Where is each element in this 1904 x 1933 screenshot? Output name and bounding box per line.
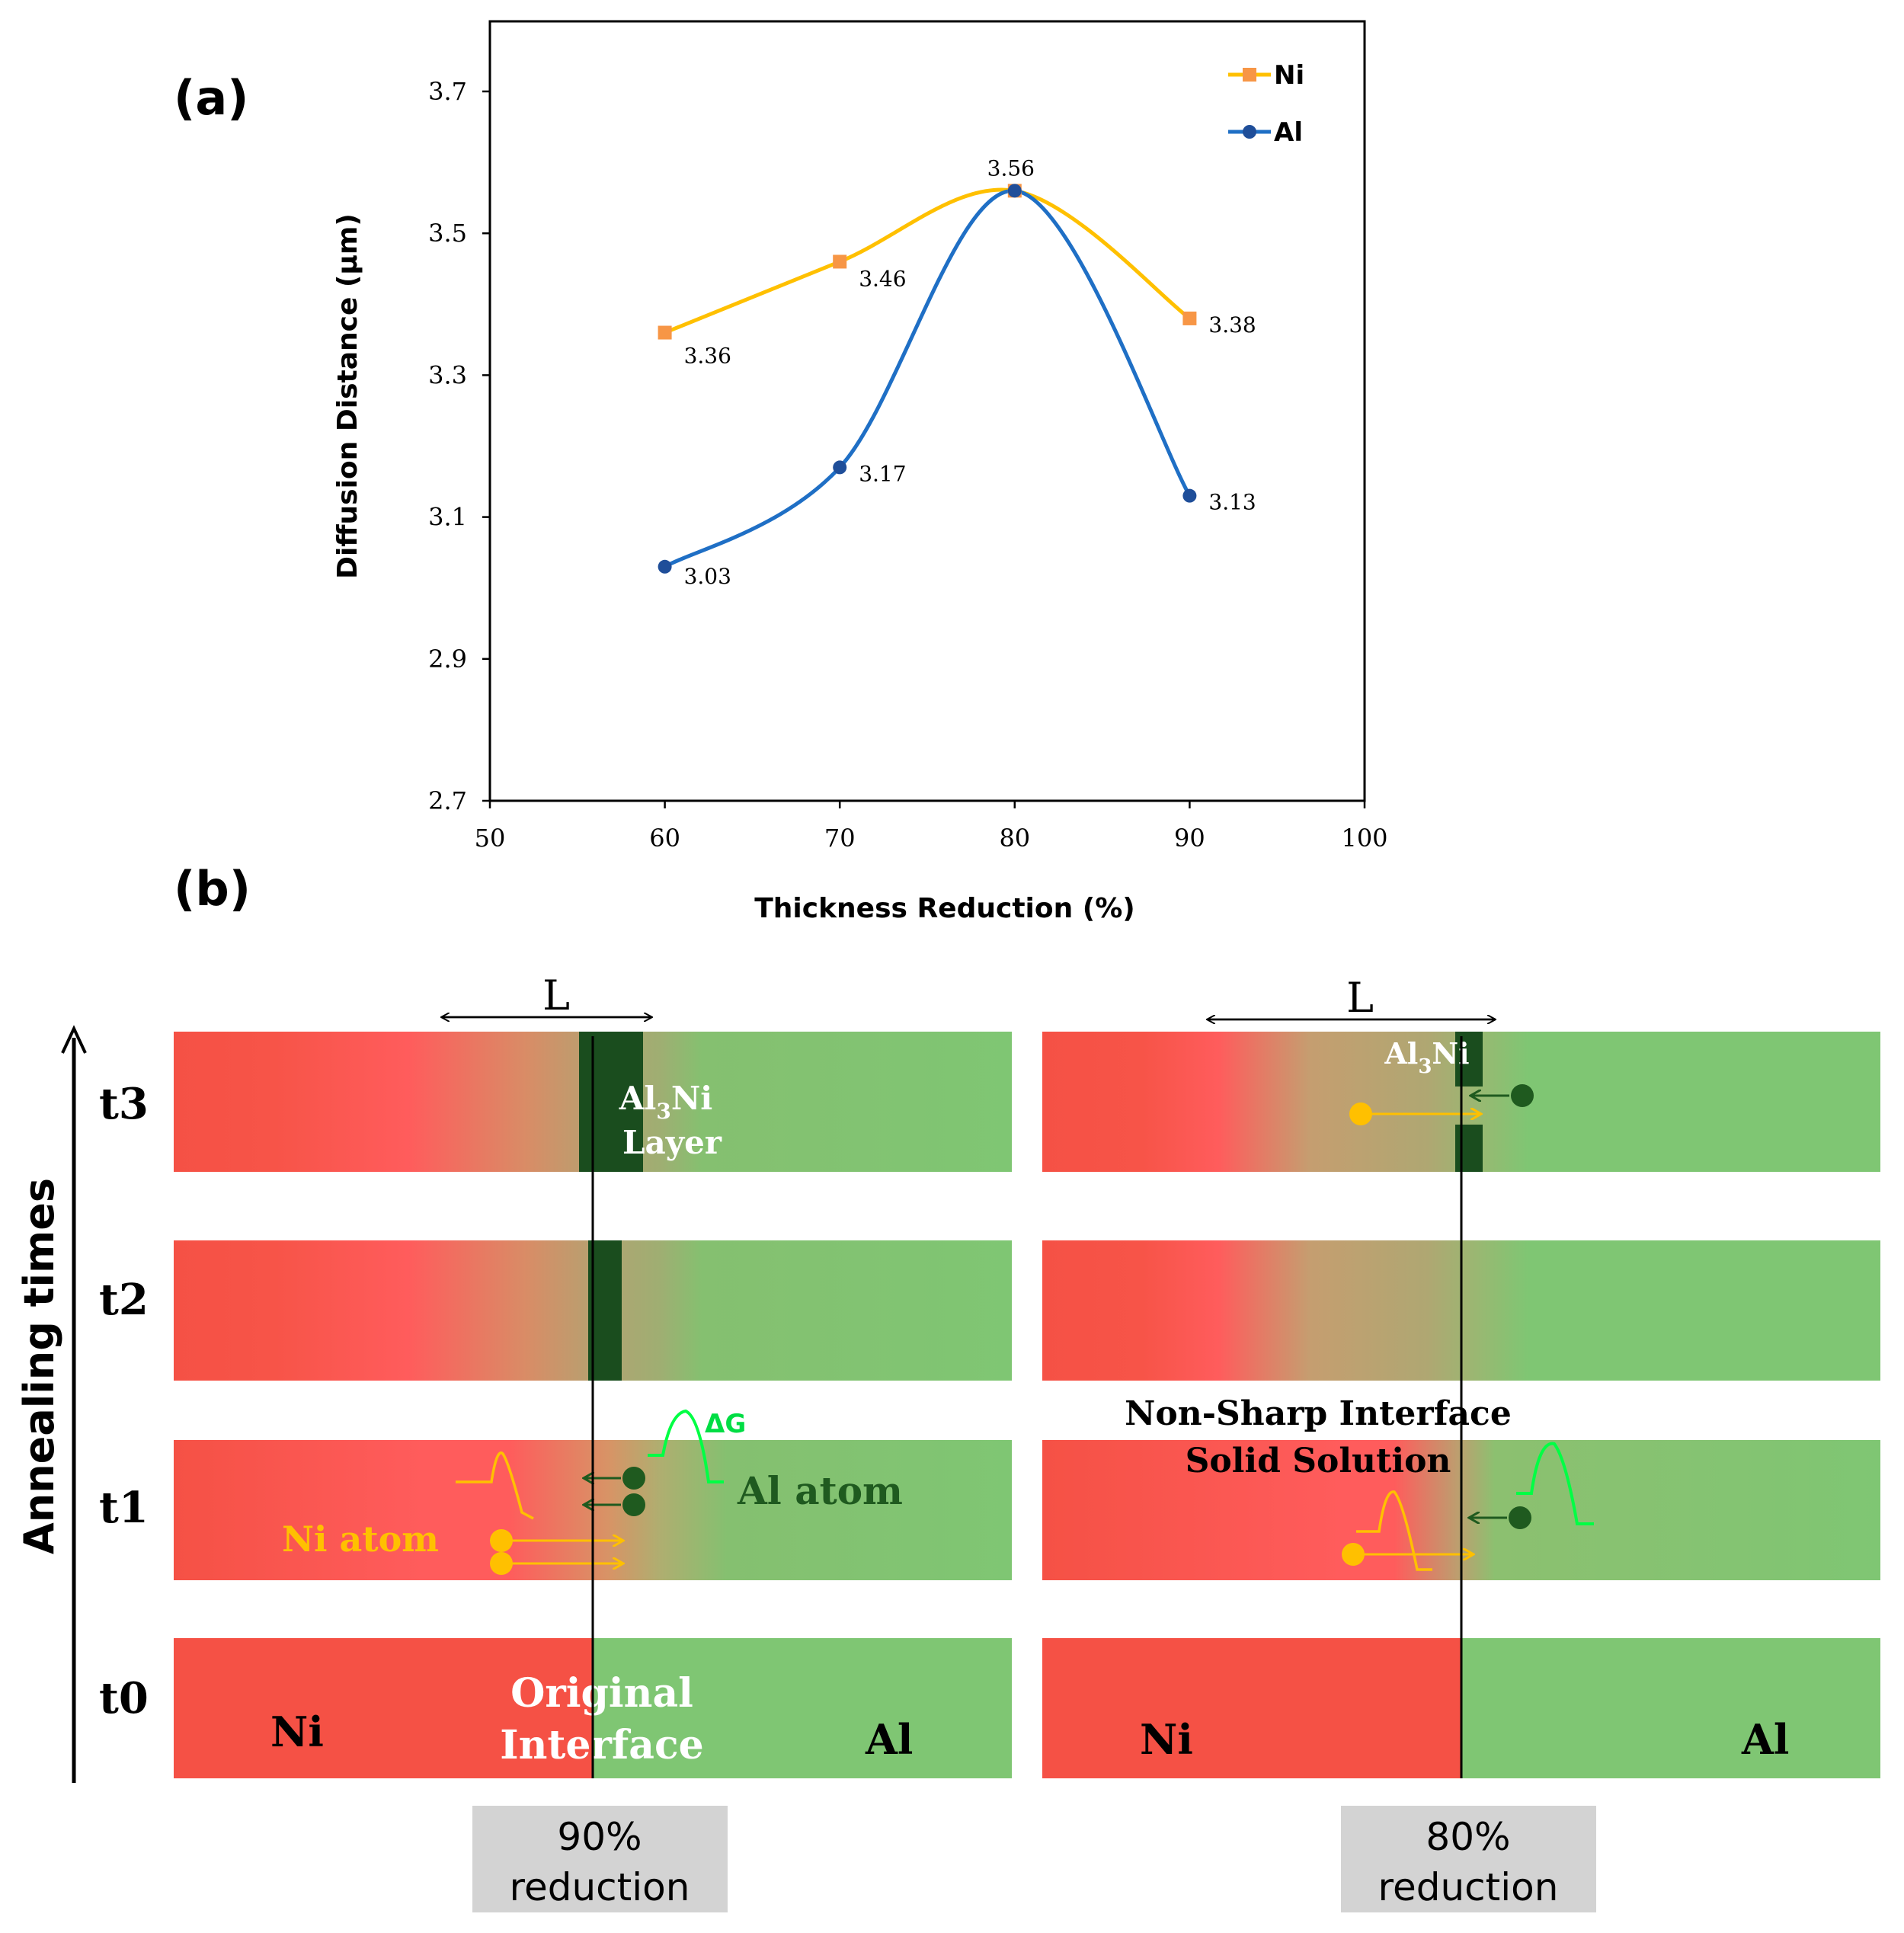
right-t0-al-region [1461,1638,1880,1778]
delta-g-label: ΔG [705,1409,746,1439]
panel-b-label: (b) [174,861,251,917]
marker-al [833,460,847,475]
y-tick-label: 3.1 [428,503,467,532]
left-ni-atom-2 [490,1552,513,1575]
left-ni-label: Ni [270,1707,324,1756]
series-line-al [664,188,1192,568]
right-t3-ni-atom [1349,1103,1372,1125]
right-t3-al-atom [1511,1084,1534,1107]
x-tick-label: 90 [1174,824,1205,853]
right-t0-ni-region [1042,1638,1461,1778]
marker-al [1182,488,1197,503]
series-markers [658,184,1197,574]
right-t1-ni-atom [1342,1543,1365,1566]
series-line-ni [664,187,1191,334]
annealing-time-arrowhead [61,1025,87,1054]
y-tick-label: 3.3 [428,360,467,389]
x-tick-label: 60 [649,824,680,853]
data-label: 3.46 [859,266,906,291]
marker-ni [1182,311,1197,325]
left-L-label: L [542,971,570,1019]
solid-solution-label: Solid Solution [1186,1442,1451,1480]
panel-a-label: (a) [174,70,249,126]
left-t0-al-region [593,1638,1012,1778]
marker-al [658,559,672,574]
al-atom-label: Al atom [737,1468,903,1513]
marker-ni [658,325,672,340]
y-tick-label: 2.7 [428,786,467,815]
left-al-atom-1 [622,1467,645,1490]
right-al-energy-curve [1516,1442,1594,1525]
right-caption-line1: 80% [1426,1815,1510,1859]
x-axis-ticks: 50 60 70 80 90 100 [475,801,1388,853]
data-labels: 3.36 3.46 3.56 3.38 3.03 3.17 3.13 [684,155,1256,588]
data-label: 3.03 [684,564,731,589]
x-tick-label: 80 [999,824,1030,853]
time-label-t0: t0 [99,1673,149,1723]
legend-label-al: Al [1274,117,1303,148]
left-ni-energy-curve [456,1451,534,1520]
time-label-t1: t1 [99,1483,149,1533]
left-al-atom-2 [622,1493,645,1516]
x-tick-label: 100 [1341,824,1387,853]
legend-marker-ni [1243,68,1256,82]
y-axis-label: Diffusion Distance (µm) [332,213,363,579]
series-lines [664,187,1192,568]
y-tick-label: 2.9 [428,645,467,674]
annealing-time-label: Annealing times [15,1178,63,1554]
x-tick-label: 70 [824,824,856,853]
x-axis-label: Thickness Reduction (%) [754,893,1135,924]
y-axis-ticks: 2.7 2.9 3.1 3.3 3.5 3.7 [428,77,490,815]
right-t1-al-atom [1509,1506,1531,1529]
right-ni-label: Ni [1140,1715,1193,1764]
original-interface-line2: Interface [500,1722,703,1768]
line-chart: 2.7 2.9 3.1 3.3 3.5 3.7 50 60 70 80 90 100 3.36 3.4… [332,20,1388,924]
right-ni-energy-curve [1356,1490,1432,1571]
left-ni-atom-1 [490,1529,513,1552]
left-al-energy-curve [648,1409,724,1483]
marker-al [1007,184,1022,198]
marker-ni [833,254,847,269]
left-al-label: Al [865,1715,913,1764]
data-label: 3.36 [684,344,731,369]
left-caption-line2: reduction [510,1865,690,1909]
original-interface-line1: Original [510,1670,693,1717]
ni-atom-label: Ni atom [282,1519,439,1560]
left-column-90: L Al3Ni Layer ΔG Al atom Ni atom Ni Al O… [174,971,1012,1912]
left-t3-al3ni-layer [579,1032,643,1172]
right-L-label: L [1346,974,1374,1022]
y-tick-label: 3.5 [428,219,467,248]
right-al-label: Al [1741,1715,1789,1764]
legend-marker-al [1243,125,1256,139]
plot-area-frame [488,20,1366,802]
data-label: 3.56 [987,155,1035,181]
right-caption-box [1341,1806,1596,1912]
left-al3ni-layer-label: Al3Ni [619,1080,712,1124]
time-label-t2: t2 [99,1275,149,1325]
x-tick-label: 50 [475,824,506,853]
left-al3ni-layer-label-line2: Layer [622,1124,722,1161]
data-label: 3.13 [1208,490,1256,515]
left-t0-ni-region [174,1638,593,1778]
y-tick-label: 3.7 [428,77,467,106]
right-column-80: L Al3Ni Non-Sharp Interface Solid Soluti… [1042,974,1880,1912]
left-caption-line1: 90% [557,1815,642,1859]
non-sharp-interface-label: Non-Sharp Interface [1125,1394,1512,1433]
legend-label-ni: Ni [1274,60,1304,91]
right-al3ni-label: Al3Ni [1384,1036,1469,1078]
right-t3-al3ni-bottom [1455,1125,1483,1172]
time-label-t3: t3 [99,1079,149,1129]
right-t3-al3ni-top [1455,1032,1483,1087]
right-caption-line2: reduction [1378,1865,1559,1909]
left-caption-box [472,1806,728,1912]
data-label: 3.17 [859,461,906,486]
legend: Ni Al [1228,60,1304,148]
data-label: 3.38 [1208,312,1256,338]
